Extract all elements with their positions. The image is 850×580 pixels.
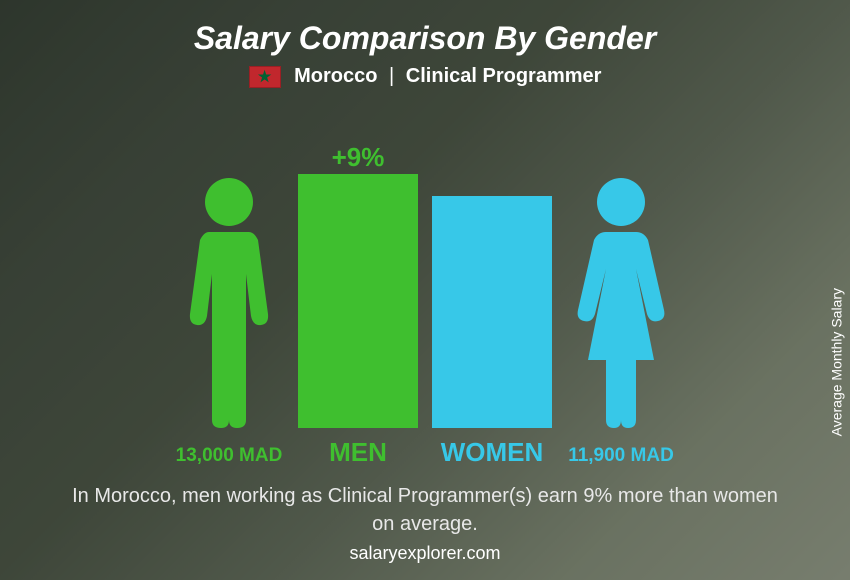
women-bar — [432, 196, 552, 428]
caption-text: In Morocco, men working as Clinical Prog… — [0, 468, 850, 538]
salary-chart: Average Monthly Salary +9% — [0, 108, 850, 468]
women-icon — [566, 174, 676, 428]
site-attribution: salaryexplorer.com — [0, 543, 850, 564]
page-title: Salary Comparison By Gender — [0, 20, 850, 57]
page-subtitle: Morocco | Clinical Programmer — [0, 65, 850, 88]
flag-icon — [249, 66, 281, 88]
women-salary: 11,900 MAD — [566, 445, 676, 467]
women-label: WOMEN — [432, 437, 552, 468]
men-label: MEN — [298, 437, 418, 468]
difference-label: +9% — [298, 142, 418, 173]
country-label: Morocco — [294, 65, 377, 87]
men-icon — [174, 174, 284, 428]
separator: | — [389, 65, 394, 87]
men-salary: 13,000 MAD — [174, 445, 284, 467]
men-bar: +9% — [298, 174, 418, 428]
job-label: Clinical Programmer — [406, 65, 602, 87]
